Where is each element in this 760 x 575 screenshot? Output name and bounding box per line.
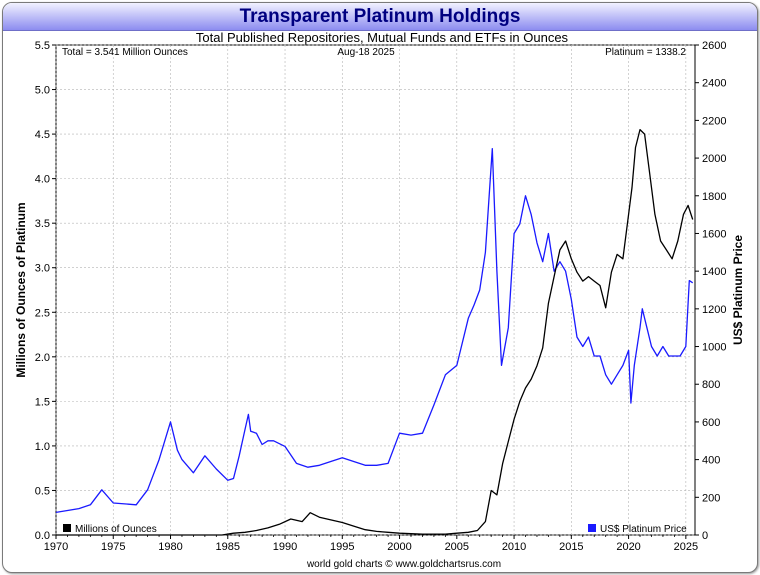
holdings-series-group [56,128,694,536]
y-tick-label-right: 200 [702,492,720,504]
holdings-line [56,128,694,536]
y-tick-label-right: 1600 [702,228,726,240]
y-tick-label-left: 5.0 [35,85,50,97]
date-annotation: Aug-18 2025 [337,47,395,58]
plot-area [55,44,696,536]
axes: 0.0 0.5 1.0 1.5 2.0 2.5 3.0 3.5 4.0 4.5 5.0 5.5 0 200… [35,40,727,553]
y-tick-label-left: 0.5 [35,485,50,497]
footer-credit: world gold charts © www.goldchartsrus.co… [306,559,501,570]
legend-swatch-price [588,524,596,532]
total-annotation: Total = 3.541 Million Ounces [62,47,188,58]
x-tick-label: 2005 [445,541,469,553]
y-tick-label-right: 2600 [702,40,726,52]
y-tick-label-right: 600 [702,417,720,429]
y-axis-right-label: US$ Platinum Price [731,235,745,345]
y-tick-label-left: 2.0 [35,352,50,364]
y-tick-label-left: 3.5 [35,218,50,230]
y-tick-label-right: 0 [702,530,708,542]
legend-swatch-holdings [63,524,71,532]
y-tick-label-left: 4.5 [35,129,50,141]
x-tick-label: 2010 [502,541,526,553]
y-tick-label-right: 2000 [702,153,726,165]
x-tick-label: 2025 [674,541,698,553]
y-tick-label-right: 800 [702,379,720,391]
y-tick-label-right: 2400 [702,78,726,90]
title-bar: Transparent Platinum Holdings [3,3,757,31]
y-tick-label-left: 1.0 [35,441,50,453]
price-annotation: Platinum = 1338.2 [605,47,686,58]
y-tick-label-left: 1.5 [35,396,50,408]
x-tick-label: 2020 [616,541,640,553]
x-tick-label: 1985 [216,541,240,553]
y-tick-label-right: 1200 [702,304,726,316]
y-tick-label-left: 4.0 [35,174,50,186]
y-tick-label-right: 1000 [702,342,726,354]
x-tick-label: 2000 [387,541,411,553]
y-tick-label-right: 2200 [702,115,726,127]
grid [55,44,695,536]
chart-subtitle: Total Published Repositories, Mutual Fun… [196,30,569,45]
y-tick-label-right: 400 [702,455,720,467]
y-tick-label-right: 1800 [702,191,726,203]
y-tick-label-right: 1400 [702,266,726,278]
y-tick-label-left: 5.5 [35,40,50,52]
price-series-group [55,148,694,514]
y-tick-label-left: 0.0 [35,530,50,542]
legend-label-holdings: Millions of Ounces [75,524,157,535]
y-tick-label-left: 2.5 [35,307,50,319]
x-tick-label: 1990 [273,541,297,553]
y-axis-left-label: Millions of Ounces of Platinum [14,202,28,377]
x-tick-label: 1975 [101,541,125,553]
price-line [55,148,694,514]
x-tick-label: 1995 [330,541,354,553]
chart-title: Transparent Platinum Holdings [239,6,521,27]
y-tick-label-left: 3.0 [35,263,50,275]
x-tick-label: 1970 [44,541,68,553]
legend-label-price: US$ Platinum Price [600,524,687,535]
x-tick-label: 1980 [158,541,182,553]
x-tick-label: 2015 [559,541,583,553]
